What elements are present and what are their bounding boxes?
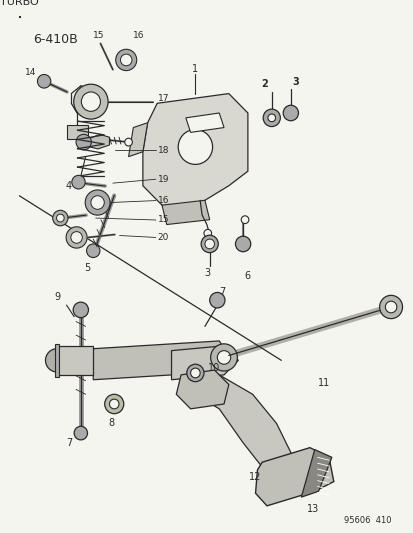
Polygon shape [301, 449, 331, 497]
Circle shape [190, 368, 199, 378]
Text: 3: 3 [204, 268, 210, 278]
Polygon shape [93, 341, 223, 379]
Circle shape [85, 190, 110, 215]
Circle shape [204, 229, 211, 237]
Circle shape [71, 175, 85, 189]
Text: 1: 1 [192, 64, 198, 74]
Circle shape [217, 351, 230, 364]
Circle shape [52, 211, 68, 226]
Text: 7: 7 [66, 438, 72, 448]
Text: 4: 4 [65, 181, 71, 191]
Circle shape [45, 349, 68, 372]
Polygon shape [161, 200, 209, 224]
Text: 17: 17 [157, 94, 169, 103]
Text: 13: 13 [306, 504, 318, 514]
Polygon shape [171, 346, 238, 379]
Polygon shape [128, 123, 147, 157]
Circle shape [210, 344, 237, 371]
Circle shape [81, 92, 100, 111]
Text: 12: 12 [249, 472, 261, 482]
Circle shape [91, 196, 104, 209]
Circle shape [104, 394, 123, 414]
Text: 16: 16 [157, 196, 169, 205]
Text: 20: 20 [157, 233, 169, 242]
Circle shape [109, 399, 119, 409]
Text: 15: 15 [93, 31, 104, 40]
Text: 9: 9 [54, 292, 60, 302]
Text: 6: 6 [244, 271, 250, 281]
Circle shape [178, 130, 212, 164]
Polygon shape [55, 344, 59, 377]
Circle shape [385, 301, 396, 313]
Text: TURBO: TURBO [0, 0, 39, 7]
Circle shape [282, 105, 298, 121]
Circle shape [57, 214, 64, 222]
Text: 16: 16 [133, 31, 144, 40]
Circle shape [186, 364, 204, 382]
Polygon shape [185, 113, 223, 132]
Circle shape [267, 114, 275, 122]
Circle shape [37, 75, 51, 88]
Circle shape [124, 138, 132, 146]
Circle shape [204, 239, 214, 249]
Text: 14: 14 [25, 68, 36, 77]
Circle shape [66, 227, 87, 248]
Polygon shape [85, 134, 109, 149]
Polygon shape [176, 370, 228, 409]
Circle shape [209, 293, 224, 308]
Text: 5: 5 [84, 263, 90, 273]
Text: 15: 15 [157, 215, 169, 224]
Circle shape [74, 84, 108, 119]
Circle shape [76, 134, 91, 150]
Text: 11: 11 [317, 378, 330, 387]
Circle shape [116, 49, 136, 70]
Text: 18: 18 [157, 146, 169, 155]
Polygon shape [255, 448, 333, 506]
Circle shape [73, 302, 88, 318]
Text: 19: 19 [157, 175, 169, 184]
Circle shape [235, 236, 250, 252]
Circle shape [71, 232, 82, 243]
Circle shape [74, 426, 87, 440]
Polygon shape [142, 94, 247, 210]
Polygon shape [57, 346, 93, 375]
Circle shape [201, 235, 218, 253]
Text: 7: 7 [218, 287, 225, 297]
Circle shape [86, 244, 100, 257]
Circle shape [120, 54, 132, 66]
Text: 8: 8 [108, 418, 114, 429]
Text: 10: 10 [208, 363, 220, 373]
Text: 2: 2 [261, 79, 268, 89]
Text: 3: 3 [292, 77, 298, 87]
Circle shape [263, 109, 280, 126]
Bar [66, 125, 87, 139]
Circle shape [379, 295, 401, 319]
Text: 6-410B: 6-410B [33, 34, 78, 46]
Circle shape [241, 216, 248, 223]
Text: 95606  410: 95606 410 [343, 516, 390, 525]
Polygon shape [195, 375, 290, 472]
